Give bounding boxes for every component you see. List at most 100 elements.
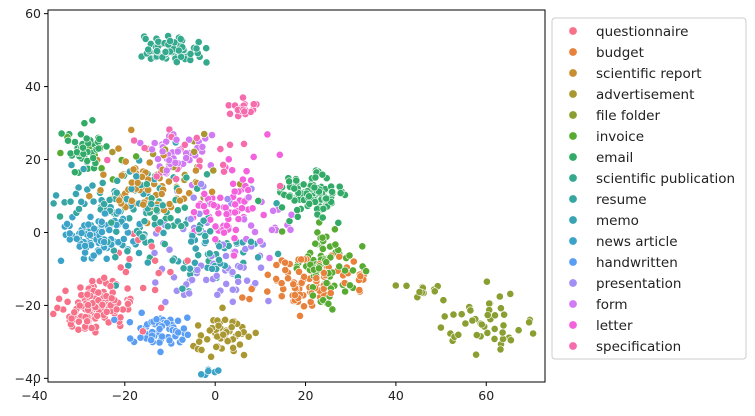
data-point-scientific-publication (160, 240, 169, 248)
legend-marker (568, 89, 578, 99)
data-point-presentation (264, 297, 273, 305)
data-point-memo (79, 165, 88, 173)
legend-label: advertisement (596, 87, 694, 103)
data-point-form (173, 147, 182, 156)
data-point-file-folder (496, 345, 505, 354)
data-point-invoice (324, 299, 333, 308)
data-point-resume (112, 227, 121, 236)
data-point-resume (178, 284, 187, 293)
x-tick-label: 0 (211, 388, 219, 403)
data-point-resume (199, 216, 208, 225)
data-point-email (278, 203, 286, 212)
y-tick-label: 60 (25, 6, 41, 21)
data-point-scientific-report (164, 177, 173, 186)
data-point-letter (199, 202, 208, 211)
data-point-handwritten (137, 308, 146, 317)
data-point-presentation (228, 268, 237, 277)
data-point-resume (247, 237, 255, 246)
data-point-form (247, 221, 255, 230)
data-point-memo (135, 249, 143, 257)
data-point-questionnaire (124, 299, 132, 308)
data-point-scientific-report (175, 186, 183, 195)
legend-label: form (596, 297, 627, 313)
data-point-presentation (151, 278, 160, 287)
data-point-questionnaire (49, 309, 58, 318)
data-point-email (77, 130, 85, 139)
legend-label: resume (596, 192, 647, 208)
data-point-resume (206, 227, 215, 236)
data-point-news-article (86, 212, 95, 221)
data-point-memo (143, 258, 152, 267)
legend-marker (568, 47, 578, 57)
data-point-budget (349, 257, 358, 266)
data-point-questionnaire (55, 294, 63, 303)
data-point-form (162, 166, 171, 175)
data-point-questionnaire (112, 305, 121, 314)
data-point-budget (277, 279, 286, 288)
data-point-email (71, 138, 79, 146)
data-point-email (79, 143, 87, 152)
data-point-form (244, 193, 253, 202)
data-point-presentation (228, 285, 237, 294)
data-point-presentation (161, 298, 170, 306)
data-point-presentation (223, 195, 232, 203)
data-point-file-folder (472, 331, 481, 339)
data-point-specification (152, 172, 161, 181)
data-point-budget (300, 302, 308, 311)
data-point-scientific-publication (202, 44, 211, 53)
data-point-news-article (81, 241, 89, 250)
legend-marker (568, 236, 578, 246)
data-point-questionnaire (154, 269, 163, 277)
data-point-questionnaire (74, 317, 83, 326)
data-point-advertisement (227, 323, 236, 332)
data-point-form (182, 154, 191, 162)
data-point-presentation (228, 297, 237, 306)
data-point-news-article (84, 220, 93, 229)
data-point-invoice (362, 267, 370, 276)
data-point-specification (219, 160, 228, 169)
data-point-resume (201, 232, 209, 240)
data-point-news-article (65, 229, 74, 238)
data-point-letter (263, 130, 272, 139)
data-point-specification (240, 139, 248, 148)
data-point-scientific-publication (172, 58, 181, 66)
data-point-letter (231, 225, 240, 234)
data-point-budget (297, 255, 306, 264)
data-point-questionnaire (166, 268, 175, 276)
data-point-advertisement (219, 330, 228, 339)
data-point-scientific-report (99, 170, 108, 179)
data-point-file-folder (482, 277, 491, 286)
data-point-invoice (318, 244, 327, 253)
data-point-email (290, 196, 299, 205)
data-point-letter (275, 150, 284, 159)
data-point-file-folder (391, 281, 400, 290)
data-point-resume (147, 200, 156, 208)
data-point-advertisement (207, 352, 215, 361)
data-point-handwritten (158, 332, 166, 341)
data-point-scientific-publication (176, 35, 185, 43)
legend-marker (568, 299, 578, 309)
x-tick-label: 20 (298, 388, 314, 403)
data-point-budget (281, 266, 290, 274)
data-point-scientific-publication (182, 173, 191, 182)
data-point-questionnaire (75, 301, 84, 310)
data-point-email (66, 149, 75, 158)
legend-label: email (596, 150, 633, 166)
data-point-scientific-publication (202, 58, 211, 67)
data-point-file-folder (499, 335, 507, 343)
data-point-file-folder (430, 287, 439, 296)
data-point-scientific-publication (174, 46, 183, 55)
data-point-specification (249, 100, 258, 109)
data-point-budget (284, 274, 292, 283)
data-point-scientific-report (176, 196, 184, 205)
data-point-file-folder (499, 321, 508, 330)
legend-label: scientific publication (596, 171, 735, 187)
data-point-email (73, 148, 81, 157)
legend-label: file folder (596, 108, 660, 124)
x-tick-label: 60 (478, 388, 494, 403)
data-point-email (305, 192, 313, 201)
data-point-advertisement (108, 148, 117, 156)
data-point-file-folder (466, 306, 475, 315)
data-point-presentation (188, 275, 196, 284)
data-point-letter (244, 185, 252, 194)
